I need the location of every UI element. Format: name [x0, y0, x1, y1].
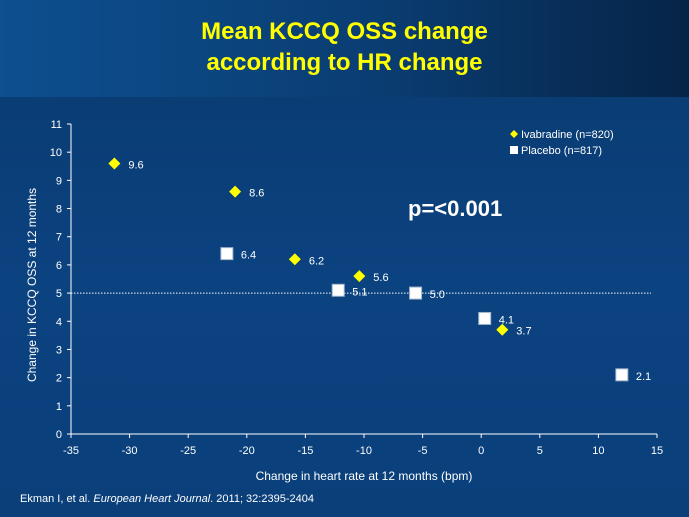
data-label: 3.7 — [516, 326, 531, 338]
citation-authors: Ekman I, et al. — [20, 493, 91, 505]
data-label: 6.2 — [309, 255, 324, 267]
slide-title-line-1: Mean KCCQ OSS change — [201, 18, 488, 45]
y-tick-label: 0 — [56, 429, 62, 441]
ivabradine-point — [496, 323, 509, 336]
citation-journal: European Heart Journal — [93, 493, 211, 505]
ivabradine-point — [108, 157, 121, 170]
placebo-point — [615, 368, 629, 382]
data-label: 5.6 — [373, 272, 388, 284]
y-tick-label: 11 — [51, 119, 62, 131]
x-tick-label: 10 — [592, 445, 604, 457]
y-tick-label: 1 — [56, 401, 62, 413]
y-tick-label: 5 — [56, 288, 62, 300]
x-tick-label: -5 — [418, 445, 428, 457]
placebo-point — [478, 311, 492, 325]
data-label: 6.4 — [241, 250, 256, 262]
x-axis-label: Change in heart rate at 12 months (bpm) — [256, 469, 473, 483]
x-tick-label: 15 — [651, 445, 663, 457]
legend-marker-diamond — [510, 130, 518, 138]
slide-title-line-2: according to HR change — [206, 49, 483, 76]
y-tick-label: 3 — [56, 344, 62, 356]
data-label: 8.6 — [249, 188, 264, 200]
y-axis-label: Change in KCCQ OSS at 12 months — [25, 188, 39, 382]
placebo-point — [331, 283, 345, 297]
ivabradine-point — [353, 270, 366, 283]
placebo-point — [409, 286, 423, 300]
x-tick-label: -25 — [180, 445, 196, 457]
data-label: 9.6 — [128, 159, 143, 171]
legend-label: Placebo (n=817) — [521, 145, 602, 157]
data-label: 5.0 — [430, 289, 445, 301]
y-tick-label: 9 — [56, 175, 62, 187]
data-label: 5.1 — [352, 286, 367, 298]
legend-marker-square — [510, 146, 518, 154]
x-tick-label: -15 — [297, 445, 313, 457]
placebo-point — [220, 247, 234, 261]
ivabradine-point — [288, 253, 301, 266]
x-tick-label: 0 — [478, 445, 484, 457]
y-tick-label: 8 — [56, 204, 62, 216]
y-tick-label: 6 — [56, 260, 62, 272]
y-tick-label: 7 — [56, 232, 62, 244]
x-tick-label: -35 — [63, 445, 79, 457]
p-value-annotation: p=<0.001 — [408, 196, 502, 221]
x-tick-label: -20 — [239, 445, 255, 457]
legend-label: Ivabradine (n=820) — [521, 129, 614, 141]
x-tick-label: -10 — [356, 445, 372, 457]
x-tick-label: 5 — [537, 445, 543, 457]
citation: Ekman I, et al. European Heart Journal. … — [20, 493, 314, 505]
x-tick-label: -30 — [122, 445, 138, 457]
y-tick-label: 4 — [56, 316, 62, 328]
data-label: 2.1 — [636, 371, 651, 383]
title-band — [0, 0, 689, 97]
ivabradine-point — [229, 185, 242, 198]
y-tick-label: 2 — [56, 373, 62, 385]
y-tick-label: 10 — [50, 147, 62, 159]
data-label: 4.1 — [499, 314, 514, 326]
citation-details: . 2011; 32:2395-2404 — [210, 493, 314, 505]
